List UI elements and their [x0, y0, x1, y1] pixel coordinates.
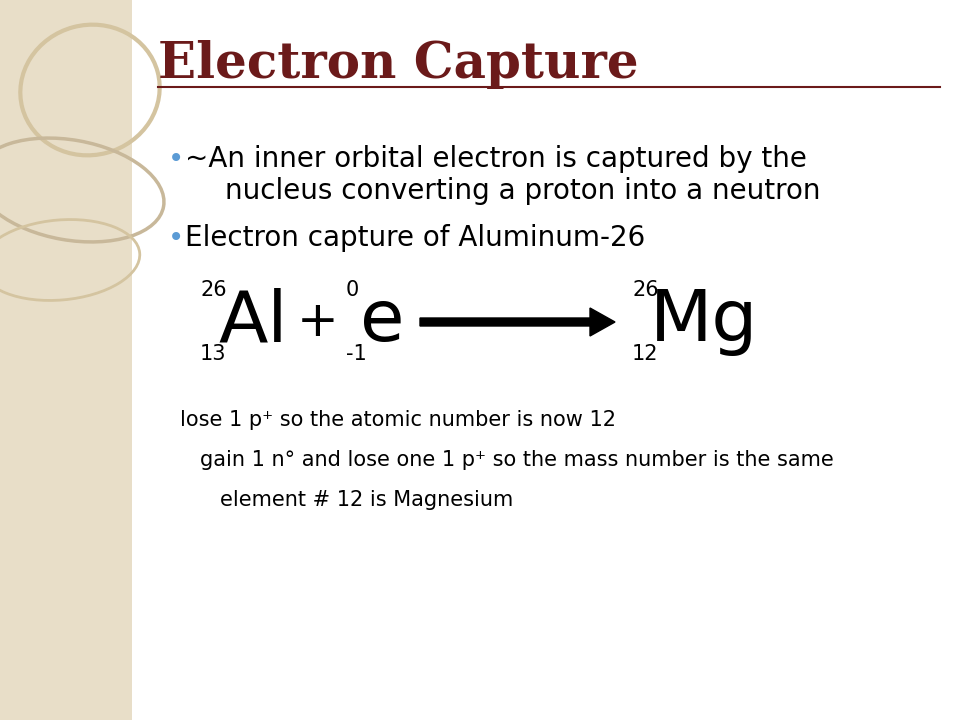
Text: 0: 0	[346, 280, 359, 300]
Text: Mg: Mg	[650, 287, 758, 356]
Text: Electron capture of Aluminum-26: Electron capture of Aluminum-26	[185, 224, 645, 252]
Text: Al: Al	[218, 287, 287, 356]
Text: 26: 26	[632, 280, 659, 300]
Text: 12: 12	[632, 344, 659, 364]
Text: 26: 26	[200, 280, 227, 300]
Text: e: e	[360, 287, 404, 356]
Text: +: +	[298, 298, 339, 346]
Text: gain 1 n° and lose one 1 p⁺ so the mass number is the same: gain 1 n° and lose one 1 p⁺ so the mass …	[200, 450, 833, 470]
Text: -1: -1	[346, 344, 367, 364]
FancyArrow shape	[420, 308, 615, 336]
Text: 13: 13	[200, 344, 227, 364]
Bar	[0, 0, 132, 720]
Text: •: •	[168, 224, 184, 252]
Text: ~An inner orbital electron is captured by the: ~An inner orbital electron is captured b…	[185, 145, 806, 173]
Text: nucleus converting a proton into a neutron: nucleus converting a proton into a neutr…	[225, 177, 821, 205]
Text: element # 12 is Magnesium: element # 12 is Magnesium	[220, 490, 514, 510]
Text: •: •	[168, 145, 184, 173]
Text: lose 1 p⁺ so the atomic number is now 12: lose 1 p⁺ so the atomic number is now 12	[180, 410, 616, 430]
Text: Electron Capture: Electron Capture	[158, 40, 638, 89]
